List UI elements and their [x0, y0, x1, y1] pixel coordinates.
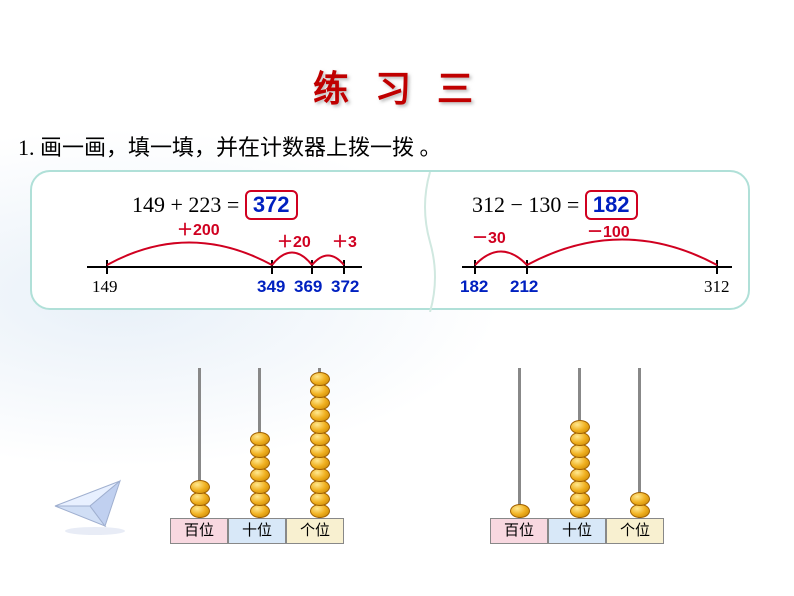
abacus-right-label-hundreds: 百位: [490, 518, 548, 544]
abacus-left-rod-hundreds: [198, 368, 201, 518]
right-tick-0: 182: [460, 277, 488, 297]
abacus-bead: [310, 492, 330, 506]
page-title: 练 习 三: [0, 60, 794, 112]
abacus-bead: [250, 444, 270, 458]
abacus-left-label-hundreds: 百位: [170, 518, 228, 544]
abacus-bead: [570, 480, 590, 494]
panel-divider: [420, 172, 440, 312]
abacus-area: 百位 十位 个位 百位 十位 个位: [0, 340, 794, 560]
question-text: 1. 画一画，填一填，并在计数器上拨一拨 。: [18, 130, 442, 162]
abacus-bead: [190, 504, 210, 518]
abacus-right-rod-hundreds: [518, 368, 521, 518]
abacus-bead: [570, 444, 590, 458]
abacus-bead: [250, 480, 270, 494]
abacus-bead: [250, 492, 270, 506]
abacus-bead: [570, 504, 590, 518]
abacus-right-label-ones: 个位: [606, 518, 664, 544]
abacus-bead: [250, 456, 270, 470]
abacus-bead: [630, 504, 650, 518]
abacus-bead: [310, 372, 330, 386]
abacus-left-rod-ones: [318, 368, 321, 518]
abacus-bead: [310, 504, 330, 518]
abacus-left-label-tens: 十位: [228, 518, 286, 544]
right-tick-2: 312: [704, 277, 730, 297]
abacus-bead: [310, 480, 330, 494]
abacus-bead: [250, 432, 270, 446]
abacus-right-label-tens: 十位: [548, 518, 606, 544]
abacus-bead: [310, 444, 330, 458]
abacus-bead: [190, 492, 210, 506]
abacus-bead: [310, 456, 330, 470]
abacus-bead: [310, 468, 330, 482]
abacus-left-base: 百位 十位 个位: [170, 518, 344, 544]
abacus-bead: [250, 504, 270, 518]
abacus-left-rod-tens: [258, 368, 261, 518]
abacus-bead: [310, 420, 330, 434]
abacus-bead: [250, 468, 270, 482]
abacus-right-rod-tens: [578, 368, 581, 518]
abacus-bead: [570, 432, 590, 446]
abacus-bead: [190, 480, 210, 494]
abacus-right-rod-ones: [638, 368, 641, 518]
left-tick-0: 149: [92, 277, 118, 297]
left-problem: 149 + 223 = 372 ＋200 ＋20 ＋3 149 349 369 …: [32, 172, 422, 312]
abacus-bead: [570, 420, 590, 434]
left-numberline-svg: [32, 172, 422, 312]
right-tick-1: 212: [510, 277, 538, 297]
abacus-bead: [310, 432, 330, 446]
abacus-bead: [310, 396, 330, 410]
abacus-left: 百位 十位 个位: [170, 340, 350, 550]
abacus-bead: [570, 468, 590, 482]
abacus-bead: [310, 384, 330, 398]
abacus-bead: [310, 408, 330, 422]
abacus-bead: [570, 492, 590, 506]
abacus-right-base: 百位 十位 个位: [490, 518, 664, 544]
abacus-bead: [630, 492, 650, 506]
work-box: 149 + 223 = 372 ＋200 ＋20 ＋3 149 349 369 …: [30, 170, 750, 310]
abacus-left-label-ones: 个位: [286, 518, 344, 544]
left-tick-2: 369: [294, 277, 322, 297]
right-problem: 312 − 130 = 182 －30 －100 182 212 312: [442, 172, 752, 312]
left-tick-3: 372: [331, 277, 359, 297]
left-tick-1: 349: [257, 277, 285, 297]
abacus-right: 百位 十位 个位: [490, 340, 670, 550]
abacus-bead: [510, 504, 530, 518]
abacus-bead: [570, 456, 590, 470]
